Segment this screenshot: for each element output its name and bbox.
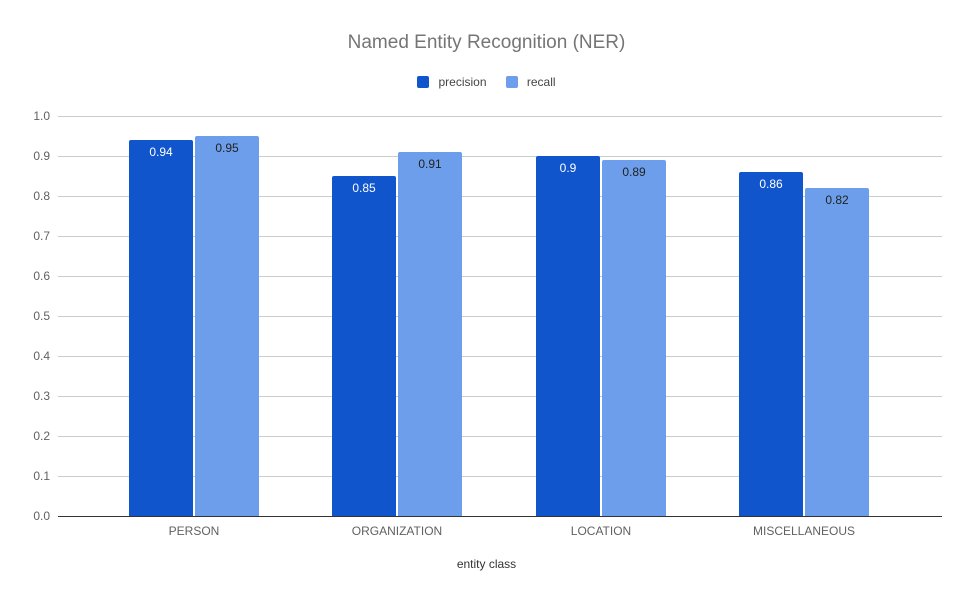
legend-swatch-precision (417, 76, 430, 88)
y-tick-label: 0.5 (33, 309, 50, 323)
bar-recall-location[interactable]: 0.89 (602, 160, 666, 516)
x-tick-label: LOCATION (570, 524, 632, 538)
bar-value-label: 0.95 (215, 141, 239, 155)
y-tick-label: 0.3 (33, 389, 50, 403)
gridline (58, 156, 942, 157)
bar-recall-miscellaneous[interactable]: 0.82 (805, 188, 869, 516)
bar-value-label: 0.94 (149, 145, 173, 159)
y-tick-label: 0.4 (33, 349, 50, 363)
y-tick-label: 0.6 (33, 269, 50, 283)
legend-label-precision: precision (438, 75, 487, 89)
x-tick-label: PERSON (168, 524, 220, 538)
x-axis-line (58, 516, 942, 517)
bar-value-label: 0.82 (825, 193, 849, 207)
legend-item-recall[interactable]: recall (505, 75, 556, 89)
legend: precision recall (0, 75, 973, 91)
gridline (58, 196, 942, 197)
legend-swatch-recall (505, 76, 518, 88)
y-tick-label: 0.0 (33, 509, 50, 523)
bar-value-label: 0.86 (759, 177, 783, 191)
y-tick-label: 0.8 (33, 189, 50, 203)
x-tick-label: ORGANIZATION (351, 524, 443, 538)
y-tick-label: 0.2 (33, 429, 50, 443)
y-tick-label: 0.9 (33, 149, 50, 163)
x-tick-label: MISCELLANEOUS (752, 524, 856, 538)
y-tick-label: 1.0 (33, 109, 50, 123)
bar-precision-miscellaneous[interactable]: 0.86 (739, 172, 803, 516)
y-tick-label: 0.1 (33, 469, 50, 483)
bar-value-label: 0.85 (352, 181, 376, 195)
gridline (58, 476, 942, 477)
bar-recall-organization[interactable]: 0.91 (398, 152, 462, 516)
gridline (58, 396, 942, 397)
gridline (58, 356, 942, 357)
bar-precision-organization[interactable]: 0.85 (332, 176, 396, 516)
bar-recall-person[interactable]: 0.95 (195, 136, 259, 516)
chart-title: Named Entity Recognition (NER) (347, 32, 626, 53)
gridline (58, 236, 942, 237)
bar-precision-location[interactable]: 0.9 (536, 156, 600, 516)
bar-value-label: 0.89 (622, 165, 646, 179)
bar-value-label: 0.9 (559, 161, 577, 175)
gridline (58, 276, 942, 277)
legend-item-precision[interactable]: precision (417, 75, 487, 89)
bar-value-label: 0.91 (418, 157, 442, 171)
x-axis-title: entity class (456, 557, 517, 571)
y-tick-label: 0.7 (33, 229, 50, 243)
gridline (58, 116, 942, 117)
gridline (58, 436, 942, 437)
gridline (58, 316, 942, 317)
bar-precision-person[interactable]: 0.94 (129, 140, 193, 516)
legend-label-recall: recall (526, 75, 556, 89)
